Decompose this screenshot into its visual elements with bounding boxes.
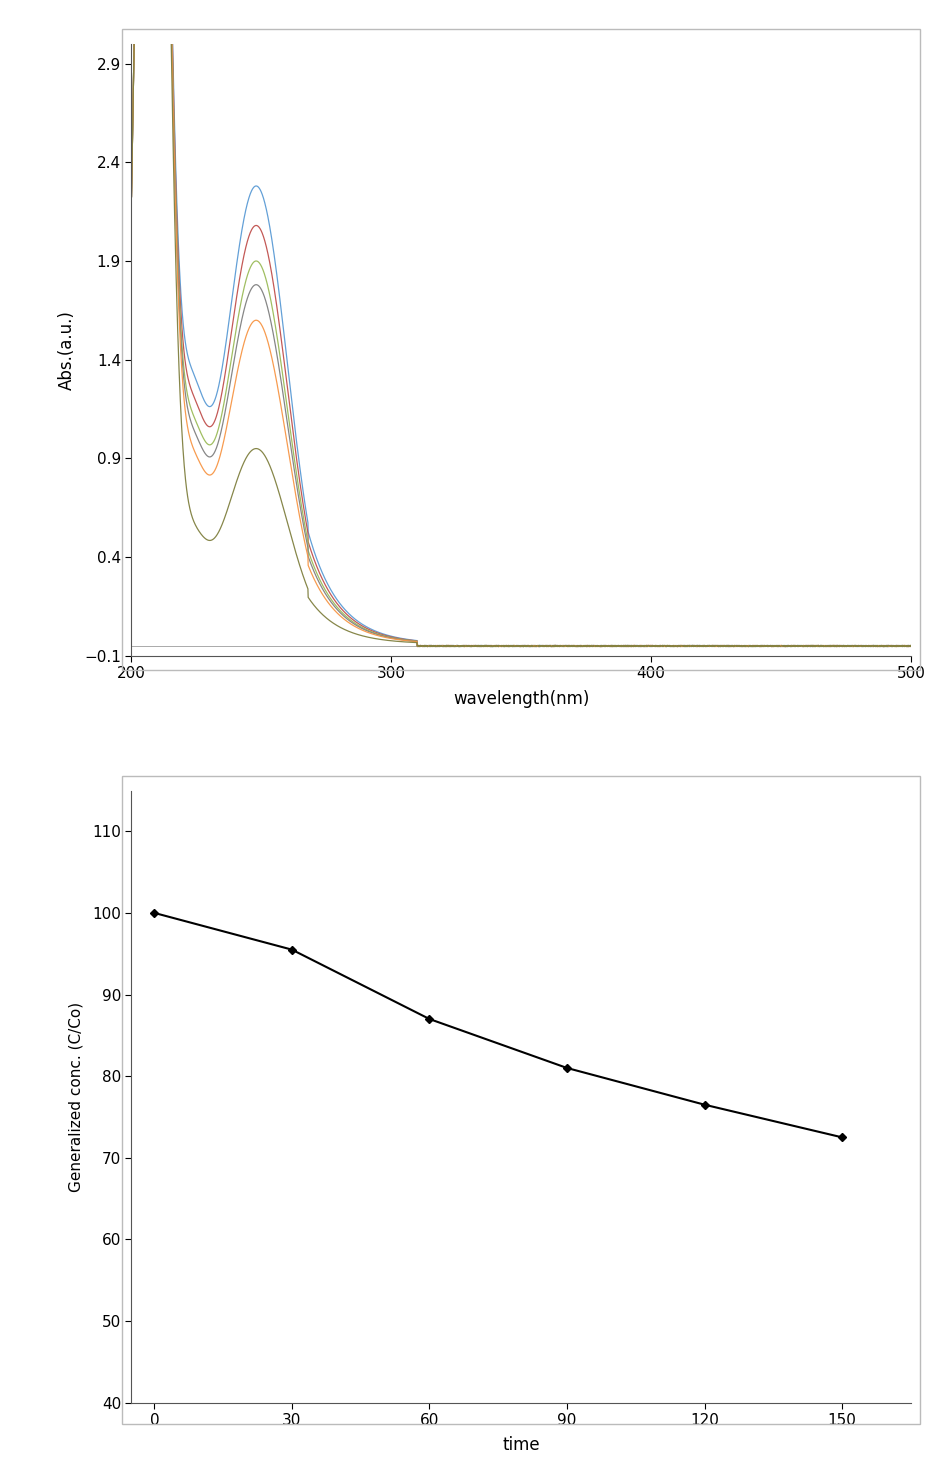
Y-axis label: Abs.(a.u.): Abs.(a.u.) bbox=[58, 310, 76, 390]
Y-axis label: Generalized conc. (C/Co): Generalized conc. (C/Co) bbox=[69, 1001, 84, 1192]
X-axis label: wavelength(nm): wavelength(nm) bbox=[453, 690, 590, 707]
X-axis label: time: time bbox=[502, 1436, 540, 1454]
